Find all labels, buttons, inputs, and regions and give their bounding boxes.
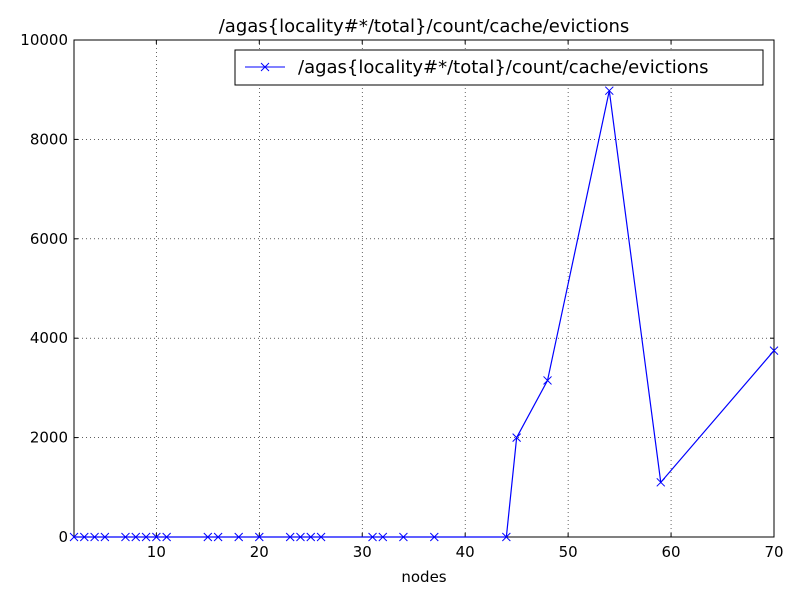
data-point: [306, 532, 316, 542]
y-tick-label: 0: [58, 528, 68, 546]
data-point: [162, 532, 172, 542]
marker-stroke: [131, 532, 141, 542]
data-point: [604, 86, 614, 96]
marker-stroke: [100, 532, 110, 542]
x-tick-label: 50: [559, 543, 578, 561]
marker-stroke: [429, 532, 439, 542]
y-tick-label: 6000: [30, 230, 68, 248]
marker-stroke: [141, 532, 151, 542]
x-tick-label: 10: [147, 543, 166, 561]
data-point: [501, 532, 511, 542]
marker-stroke: [306, 532, 316, 542]
marker-stroke: [512, 433, 522, 442]
marker-stroke: [501, 532, 511, 542]
data-point: [512, 433, 522, 442]
y-tick-label: 2000: [30, 429, 68, 447]
marker-stroke: [121, 532, 130, 542]
marker-stroke: [399, 532, 408, 542]
data-point: [131, 532, 141, 542]
data-point: [141, 532, 151, 542]
x-tick-label: 40: [456, 543, 475, 561]
marker-stroke: [213, 532, 223, 542]
marker-stroke: [543, 376, 552, 385]
x-axis-label: nodes: [401, 568, 446, 586]
marker-stroke: [378, 532, 388, 542]
marker-stroke: [316, 532, 326, 542]
legend-label: /agas{locality#*/total}/count/cache/evic…: [298, 57, 709, 78]
data-point: [100, 532, 110, 542]
data-point: [90, 532, 99, 542]
grid: [74, 40, 774, 537]
legend: /agas{locality#*/total}/count/cache/evic…: [234, 49, 764, 86]
data-point: [769, 346, 779, 355]
data-point: [121, 532, 130, 542]
marker-stroke: [769, 346, 779, 355]
data-point: [203, 532, 213, 542]
y-tick-label: 10000: [20, 31, 68, 49]
data-point: [234, 532, 244, 542]
y-tick-label: 8000: [30, 130, 68, 148]
data-point: [296, 532, 305, 542]
marker-stroke: [69, 532, 79, 542]
data-point: [151, 532, 161, 542]
series-line: [74, 90, 775, 538]
data-point: [656, 477, 666, 487]
marker-stroke: [151, 532, 161, 542]
series-layer: [69, 86, 779, 542]
marker-stroke: [604, 86, 614, 96]
marker-stroke: [162, 532, 172, 542]
chart-title: /agas{locality#*/total}/count/cache/evic…: [219, 16, 630, 37]
x-tick-label: 30: [353, 543, 372, 561]
data-point: [285, 532, 295, 542]
axis-ticks: 10 20 30 40 50 60 70 0 2000 4000 6000 8000 10000: [20, 31, 783, 561]
plot-frame: [73, 39, 775, 538]
x-tick-label: 70: [764, 543, 783, 561]
legend-box: [234, 49, 764, 86]
marker-stroke: [285, 532, 295, 542]
marker-stroke: [656, 477, 666, 487]
marker-stroke: [234, 532, 244, 542]
x-tick-label: 20: [250, 543, 269, 561]
data-point: [316, 532, 326, 542]
legend-marker: [260, 62, 270, 72]
x-tick-label: 60: [662, 543, 681, 561]
data-point: [213, 532, 223, 542]
y-tick-label: 4000: [30, 329, 68, 347]
marker-stroke: [296, 532, 305, 542]
data-point: [543, 376, 552, 385]
data-point: [69, 532, 79, 542]
data-point: [378, 532, 388, 542]
marker-stroke: [368, 532, 377, 542]
data-point: [368, 532, 377, 542]
data-point: [79, 532, 89, 542]
marker-stroke: [203, 532, 213, 542]
data-point: [254, 532, 264, 542]
data-point: [399, 532, 408, 542]
marker-stroke: [79, 532, 89, 542]
marker-stroke: [254, 532, 264, 542]
marker-stroke: [90, 532, 99, 542]
data-point: [429, 532, 439, 542]
legend-marker-x: [260, 62, 270, 72]
marker-stroke: [260, 62, 270, 72]
